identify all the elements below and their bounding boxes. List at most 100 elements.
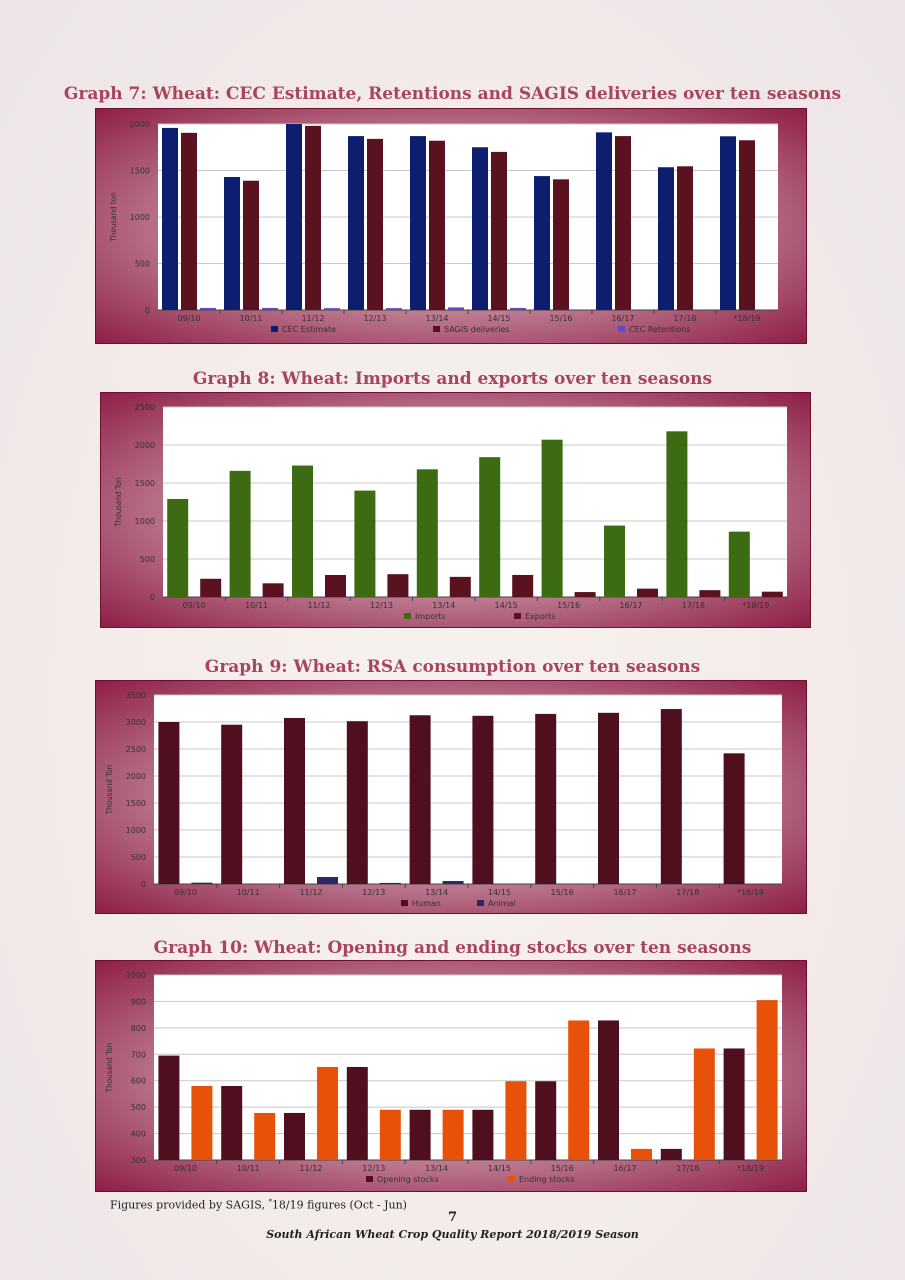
bar-2-1-0 [191,882,213,884]
bar-0-2-0 [200,307,216,310]
bar-1-1-4 [449,576,471,597]
bar-3-0-6 [535,1081,557,1160]
legend-label-0: Human [412,899,441,908]
bar-3-0-4 [409,1109,431,1160]
x-tick-label: 14/15 [488,1164,511,1173]
y-tick-label: 800 [131,1024,146,1033]
legend-swatch-2 [618,326,625,332]
y-axis-title: Thousand ton [109,192,118,242]
bar-3-0-5 [472,1109,494,1160]
bar-1-0-1 [229,470,251,597]
graph9-chart: 0 500 1000 1500 2000 2500 3000 3500 Thousand Ton… [105,691,782,908]
bar-0-1-9 [739,140,755,310]
bar-1-1-5 [512,574,534,597]
x-tick-label: 13/14 [425,314,448,323]
y-tick-label: 2000 [130,120,150,129]
bar-0-0-8 [658,167,674,310]
graph10-chart: 300 400 500 600 700 800 900 1000 Thousand Ton 09/… [105,971,782,1184]
y-tick-label: 1000 [126,826,146,835]
bar-1-0-2 [292,465,313,597]
bar-0-0-3 [348,136,364,310]
x-tick-label: 13/14 [425,1164,448,1173]
bar-0-0-1 [224,177,240,310]
bar-1-1-8 [699,590,721,597]
bar-2-0-0 [158,722,180,884]
bar-0-1-4 [429,140,445,310]
x-tick-label: 16/17 [619,601,642,610]
bar-0-1-0 [181,132,197,310]
bar-0-1-8 [677,166,693,310]
bar-0-1-1 [243,180,259,310]
plot-area [163,407,787,597]
bar-1-0-8 [666,431,688,597]
legend-label-1: Ending stocks [519,1175,575,1184]
x-tick-label: 14/15 [487,314,510,323]
bar-3-0-3 [346,1066,368,1160]
y-tick-label: 1000 [126,971,146,980]
graph10-frame: 300 400 500 600 700 800 900 1000 Thousand Ton 09/… [95,960,807,1192]
graph7-frame: 0 500 1000 1500 2000 Thousand ton 09/10 10/11 11… [95,108,807,344]
bar-0-0-6 [534,176,550,310]
graph8-frame: 0 500 1000 1500 2000 2500 Thousand Ton 09/10 10/… [100,392,811,628]
y-tick-label: 600 [131,1077,146,1086]
bar-0-2-4 [448,307,464,310]
bar-0-1-6 [553,179,569,310]
bar-3-1-8 [693,1048,715,1160]
y-tick-label: 1500 [130,167,150,176]
x-tick-label: 12/13 [362,1164,385,1173]
x-tick-label: 10/11 [239,314,262,323]
bar-0-0-0 [162,127,178,310]
bar-0-0-9 [720,136,736,310]
x-tick-label: 11/12 [299,1164,322,1173]
bar-0-2-2 [324,308,340,310]
x-tick-label: 16/17 [613,888,636,897]
x-tick-label: 10/11 [237,888,260,897]
y-tick-label: 0 [145,306,150,315]
x-tick-label: 09/10 [183,601,206,610]
legend-label-0: Imports [415,612,446,621]
bar-0-1-7 [615,136,631,310]
bar-2-0-5 [472,715,494,884]
bar-2-0-4 [409,715,431,884]
bar-2-1-3 [379,882,401,884]
bar-0-0-2 [286,124,302,310]
bar-1-0-7 [604,525,625,597]
footnote-star: * [268,1198,272,1206]
plot-area [154,695,782,884]
bar-2-0-6 [535,713,557,884]
bar-2-0-9 [723,753,745,884]
x-tick-label: 10/11 [237,1164,260,1173]
graph7-title: Graph 7: Wheat: CEC Estimate, Retentions… [63,84,842,104]
graph10-title: Graph 10: Wheat: Opening and ending stoc… [153,938,752,958]
y-tick-label: 2000 [135,441,155,450]
legend-label-1: Animal [488,899,516,908]
y-tick-label: 700 [131,1050,146,1059]
bar-2-0-8 [660,709,682,884]
x-tick-label: 15/16 [551,888,574,897]
y-tick-label: 500 [140,555,155,564]
x-tick-label: 17/18 [676,888,699,897]
y-tick-label: 1000 [135,517,155,526]
bar-0-1-5 [491,151,507,310]
bar-1-0-6 [541,439,563,597]
x-tick-label: 11/12 [299,888,322,897]
y-tick-label: 0 [141,880,146,889]
legend-label-1: Exports [525,612,555,621]
footnote-suffix: 18/19 figures (Oct - Jun) [271,1198,407,1212]
bar-1-0-3 [354,490,376,597]
plot-area [154,975,782,1160]
y-tick-label: 500 [131,853,146,862]
y-axis-title: Thousand Ton [105,1043,114,1094]
y-tick-label: 1000 [130,213,150,222]
bar-2-0-7 [598,712,619,884]
x-tick-label: 15/16 [551,1164,574,1173]
bar-2-0-3 [346,721,368,884]
page-number: 7 [447,1210,458,1225]
bar-1-1-9 [761,591,783,597]
bar-2-1-2 [317,876,338,884]
x-tick-label: 11/12 [307,601,330,610]
legend-label-0: Opening stocks [377,1175,439,1184]
bar-0-0-4 [410,136,426,310]
footnote: Figures provided by SAGIS, *18/19 figure… [110,1198,407,1212]
bar-0-0-7 [596,132,612,310]
